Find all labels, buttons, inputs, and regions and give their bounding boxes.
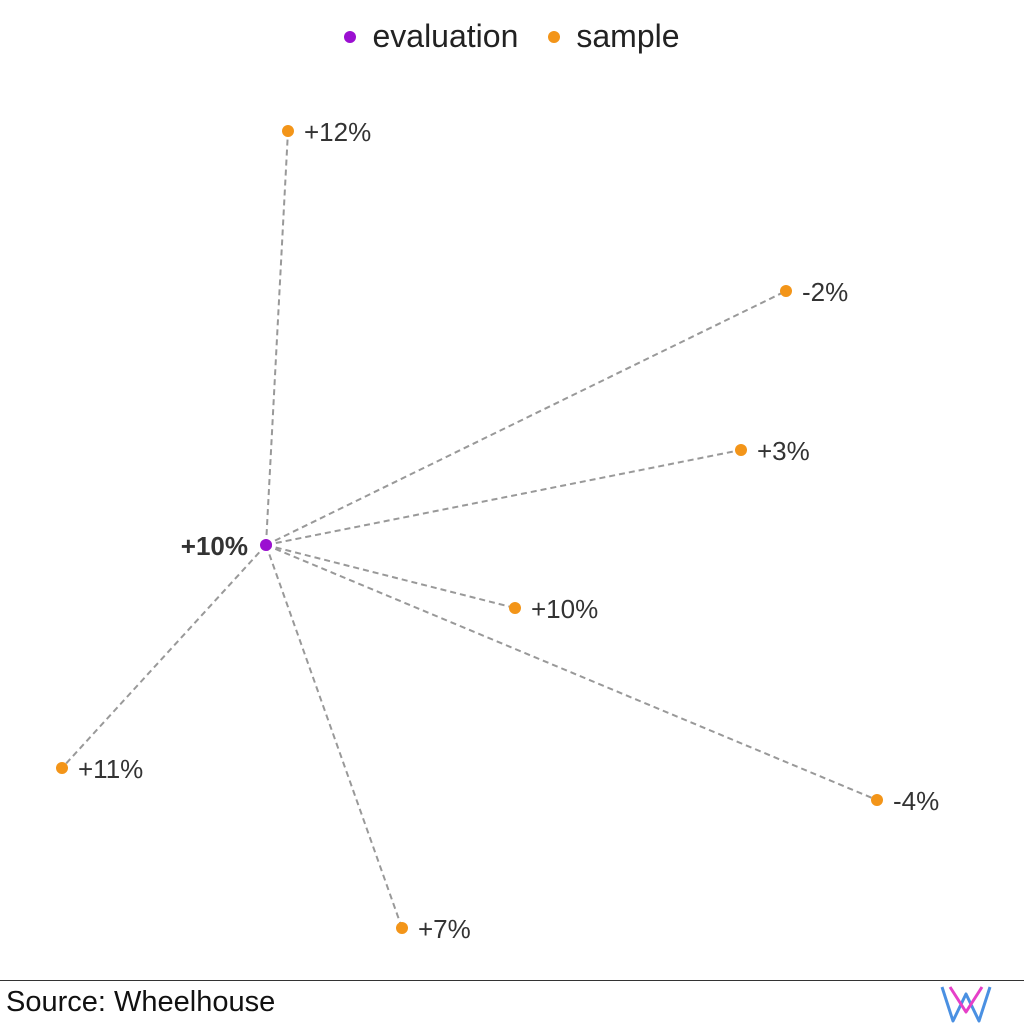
connector-line — [265, 130, 289, 546]
sample-point — [735, 444, 747, 456]
sample-label: +11% — [78, 754, 143, 784]
connector-line — [265, 544, 516, 609]
sample-point — [56, 762, 68, 774]
wheelhouse-logo-icon — [940, 986, 992, 1023]
legend-item-evaluation: evaluation — [344, 18, 518, 55]
sample-label: +3% — [757, 436, 810, 466]
legend-label-sample: sample — [576, 18, 680, 54]
sample-point — [780, 285, 792, 297]
sample-point — [871, 794, 883, 806]
legend-label-evaluation: evaluation — [372, 18, 519, 54]
chart-plot: +10% +12% -2% +3% +10% -4% +11% +7% — [56, 117, 939, 944]
footer-divider — [0, 980, 1024, 981]
sample-label: -4% — [893, 786, 939, 816]
evaluation-point — [260, 539, 272, 551]
connector-line — [61, 544, 267, 769]
sample-point — [509, 602, 521, 614]
connector-line — [265, 449, 742, 546]
source-text: Source: Wheelhouse — [6, 986, 276, 1018]
legend-swatch-sample — [548, 30, 561, 43]
connector-line — [265, 544, 403, 929]
legend-swatch-evaluation — [344, 30, 357, 43]
connector-line — [265, 544, 878, 801]
sample-point — [396, 922, 408, 934]
legend: evaluation sample — [0, 18, 1024, 55]
sample-label: -2% — [802, 277, 848, 307]
sample-label: +10% — [531, 594, 598, 624]
sample-point — [282, 125, 294, 137]
legend-item-sample: sample — [548, 18, 680, 55]
connector-line — [265, 290, 787, 546]
sample-label: +7% — [418, 914, 471, 944]
evaluation-label: +10% — [181, 531, 248, 561]
sample-label: +12% — [304, 117, 371, 147]
